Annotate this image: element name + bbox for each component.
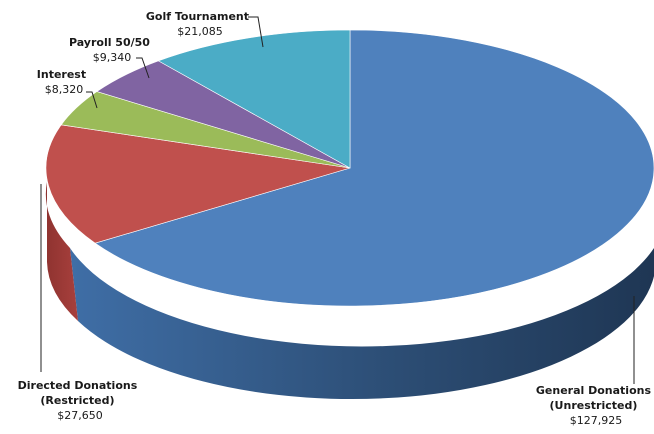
label-interest: Interest $8,320 <box>37 63 91 96</box>
pie-slices <box>46 30 654 306</box>
label-directed-donations: Directed Donations (Restricted) $27,650 <box>18 374 143 422</box>
label-golf-tournament: Golf Tournament $21,085 <box>146 5 254 38</box>
label-general-donations: General Donations (Unrestricted) $127,92… <box>536 379 654 427</box>
